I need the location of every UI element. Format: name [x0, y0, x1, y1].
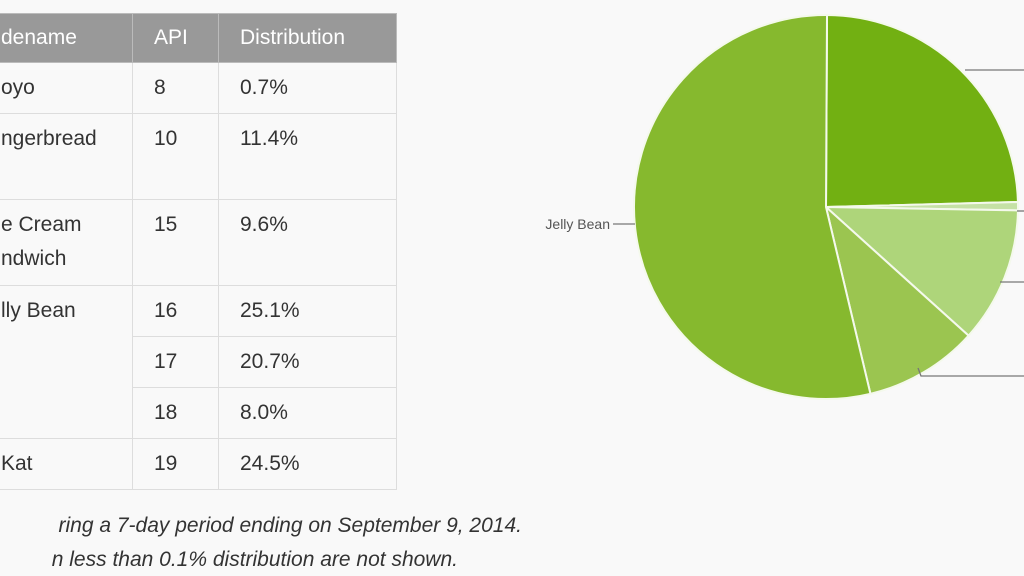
table-row: 17 20.7%	[0, 336, 397, 388]
pie-slice-jelly-bean	[633, 14, 872, 400]
distribution-cell: 11.4%	[218, 113, 397, 200]
api-cell: 16	[132, 285, 219, 337]
pie-slice-gingerbread	[823, 205, 1019, 338]
distribution-cell: 9.6%	[218, 199, 397, 286]
pie-slice-ice-cream-sandwich	[824, 204, 970, 395]
codename-cell: oyo	[0, 62, 133, 114]
codename-cell: ngerbread	[0, 113, 133, 200]
distribution-cell: 20.7%	[218, 336, 397, 388]
pie-slice-kitkat	[824, 13, 1019, 209]
table-header-row: dename API Distribution	[0, 13, 397, 63]
table-row: lly Bean 16 25.1%	[0, 285, 397, 439]
api-cell: 19	[132, 438, 219, 490]
api-cell: 8	[132, 62, 219, 114]
header-codename: dename	[0, 13, 133, 63]
note-threshold: n less than 0.1% distribution are not sh…	[51, 548, 458, 571]
codename-cell: lly Bean	[0, 285, 133, 439]
api-cell: 18	[132, 387, 219, 439]
distribution-cell: 24.5%	[218, 438, 397, 490]
table-row: e Cream ndwich 15 9.6%	[0, 199, 397, 286]
table-row: ngerbread 10 11.4%	[0, 113, 397, 200]
distribution-cell: 0.7%	[218, 62, 397, 114]
leader-line-ice-cream-sandwich	[917, 367, 1024, 377]
pie-label-jelly-bean: Jelly Bean	[545, 216, 610, 232]
table-row: Kat 19 24.5%	[0, 438, 397, 490]
codename-cell: e Cream ndwich	[0, 199, 133, 286]
distribution-cell: 8.0%	[218, 387, 397, 439]
distribution-table: dename API Distribution oyo 8 0.7% ngerb…	[0, 13, 397, 490]
table-row: 18 8.0%	[0, 387, 397, 439]
note-data-period: ring a 7-day period ending on September …	[58, 514, 523, 537]
distribution-cell: 25.1%	[218, 285, 397, 337]
codename-cell: Kat	[0, 438, 133, 490]
table-row: oyo 8 0.7%	[0, 62, 397, 114]
